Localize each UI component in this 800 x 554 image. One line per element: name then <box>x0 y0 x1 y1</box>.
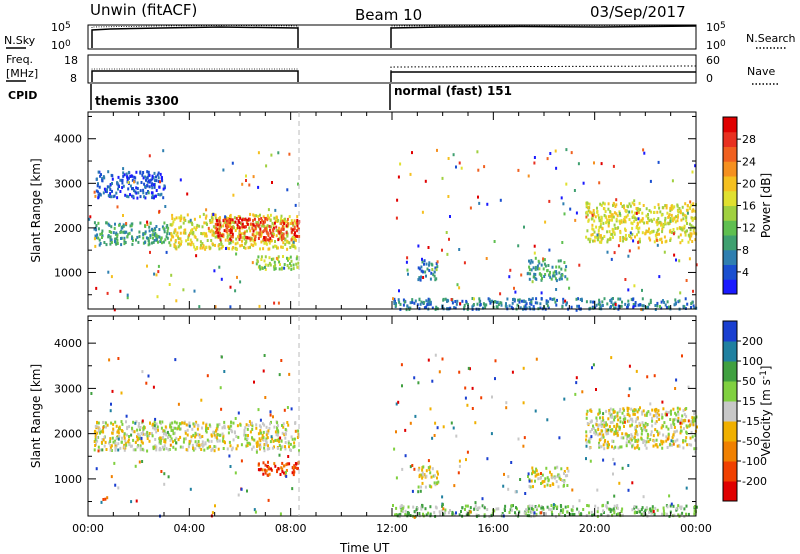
colorbar-tick-label: 4 <box>742 266 749 279</box>
x-tick-label: 04:00 <box>173 522 205 535</box>
freq-panel <box>87 54 697 84</box>
colorbar-tick-label: 16 <box>742 200 756 213</box>
y-tick-label: 4000 <box>54 337 82 350</box>
nsearch-label: N.Search <box>746 32 796 45</box>
nave-label: Nave <box>747 65 775 78</box>
nsky-tick-top: 105 <box>51 21 71 34</box>
colorbar-tick-label: 15 <box>742 395 756 408</box>
freq-tick-bottom: 8 <box>70 72 77 85</box>
cpid-segment-1: themis 3300 <box>95 94 179 108</box>
colorbar-tick-label: -100 <box>742 455 767 468</box>
nsky-panel <box>87 24 697 50</box>
y-axis-label: Slant Range [km] <box>29 158 43 262</box>
cpid-label: CPID <box>8 89 37 102</box>
power-colorbar: 4 8 12 16 20 24 28 Power [dB] <box>722 116 773 295</box>
colorbar-tick-label: 100 <box>742 355 763 368</box>
nave-tick-top: 60 <box>706 54 720 67</box>
y-tick-label: 2000 <box>54 428 82 441</box>
colorbar-label: Velocity [m s-1] <box>759 366 773 457</box>
colorbar-tick-label: 8 <box>742 244 749 257</box>
freq-label-2: [MHz] <box>6 67 38 80</box>
cpid-segment-2: normal (fast) 151 <box>394 84 512 98</box>
y-tick-label: 3000 <box>54 382 82 395</box>
velocity-plot-frame <box>87 315 697 517</box>
beam-title: Beam 10 <box>355 6 422 24</box>
x-tick-label: 08:00 <box>275 522 307 535</box>
colorbar-tick-label: -200 <box>742 475 767 488</box>
x-tick-label: 20:00 <box>579 522 611 535</box>
x-tick-label: 16:00 <box>477 522 509 535</box>
freq-label-1: Freq. <box>6 53 33 66</box>
colorbar-tick-label: -15 <box>742 415 760 428</box>
x-axis-label: Time UT <box>339 541 390 554</box>
y-axis-label: Slant Range [km] <box>29 364 43 468</box>
colorbar-tick-label: -50 <box>742 435 760 448</box>
x-tick-label: 00:00 <box>680 522 712 535</box>
y-tick-label: 4000 <box>54 133 82 146</box>
colorbar-tick-label: 200 <box>742 335 763 348</box>
power-scatter-cells <box>88 148 698 312</box>
colorbar-tick-label: 24 <box>742 155 756 168</box>
y-tick-label: 2000 <box>54 222 82 235</box>
nsky-tick-bottom: 100 <box>51 39 71 52</box>
x-tick-label: 12:00 <box>376 522 408 535</box>
power-panel: 1000 2000 3000 4000 Slant Range [km] 4 8 12 16 20… <box>29 111 773 312</box>
y-tick-label: 1000 <box>54 473 82 486</box>
y-tick-label: 3000 <box>54 177 82 190</box>
freq-tick-top: 18 <box>64 54 78 67</box>
station-title: Unwin (fitACF) <box>90 1 197 19</box>
velocity-panel: 1000 2000 3000 4000 00:00 04:00 08:00 12:00 16:0… <box>29 315 773 535</box>
x-tick-label: 00:00 <box>72 522 104 535</box>
velocity-scatter-cells <box>90 353 698 519</box>
colorbar-tick-label: 50 <box>742 375 756 388</box>
colorbar-tick-label: 28 <box>742 133 756 146</box>
colorbar-tick-label: 12 <box>742 222 756 235</box>
date-title: 03/Sep/2017 <box>590 3 686 21</box>
nsky-label: N.Sky <box>4 34 36 47</box>
colorbar-tick-label: 20 <box>742 177 756 190</box>
colorbar-label: Power [dB] <box>759 173 773 238</box>
nave-tick-bottom: 0 <box>706 72 713 85</box>
nsearch-tick-top: 105 <box>706 21 726 34</box>
velocity-colorbar: -200 -100 -50 -15 15 50 100 200 Velocity [m s-1] <box>722 320 773 502</box>
nsearch-tick-bottom: 100 <box>706 39 726 52</box>
y-tick-label: 1000 <box>54 266 82 279</box>
